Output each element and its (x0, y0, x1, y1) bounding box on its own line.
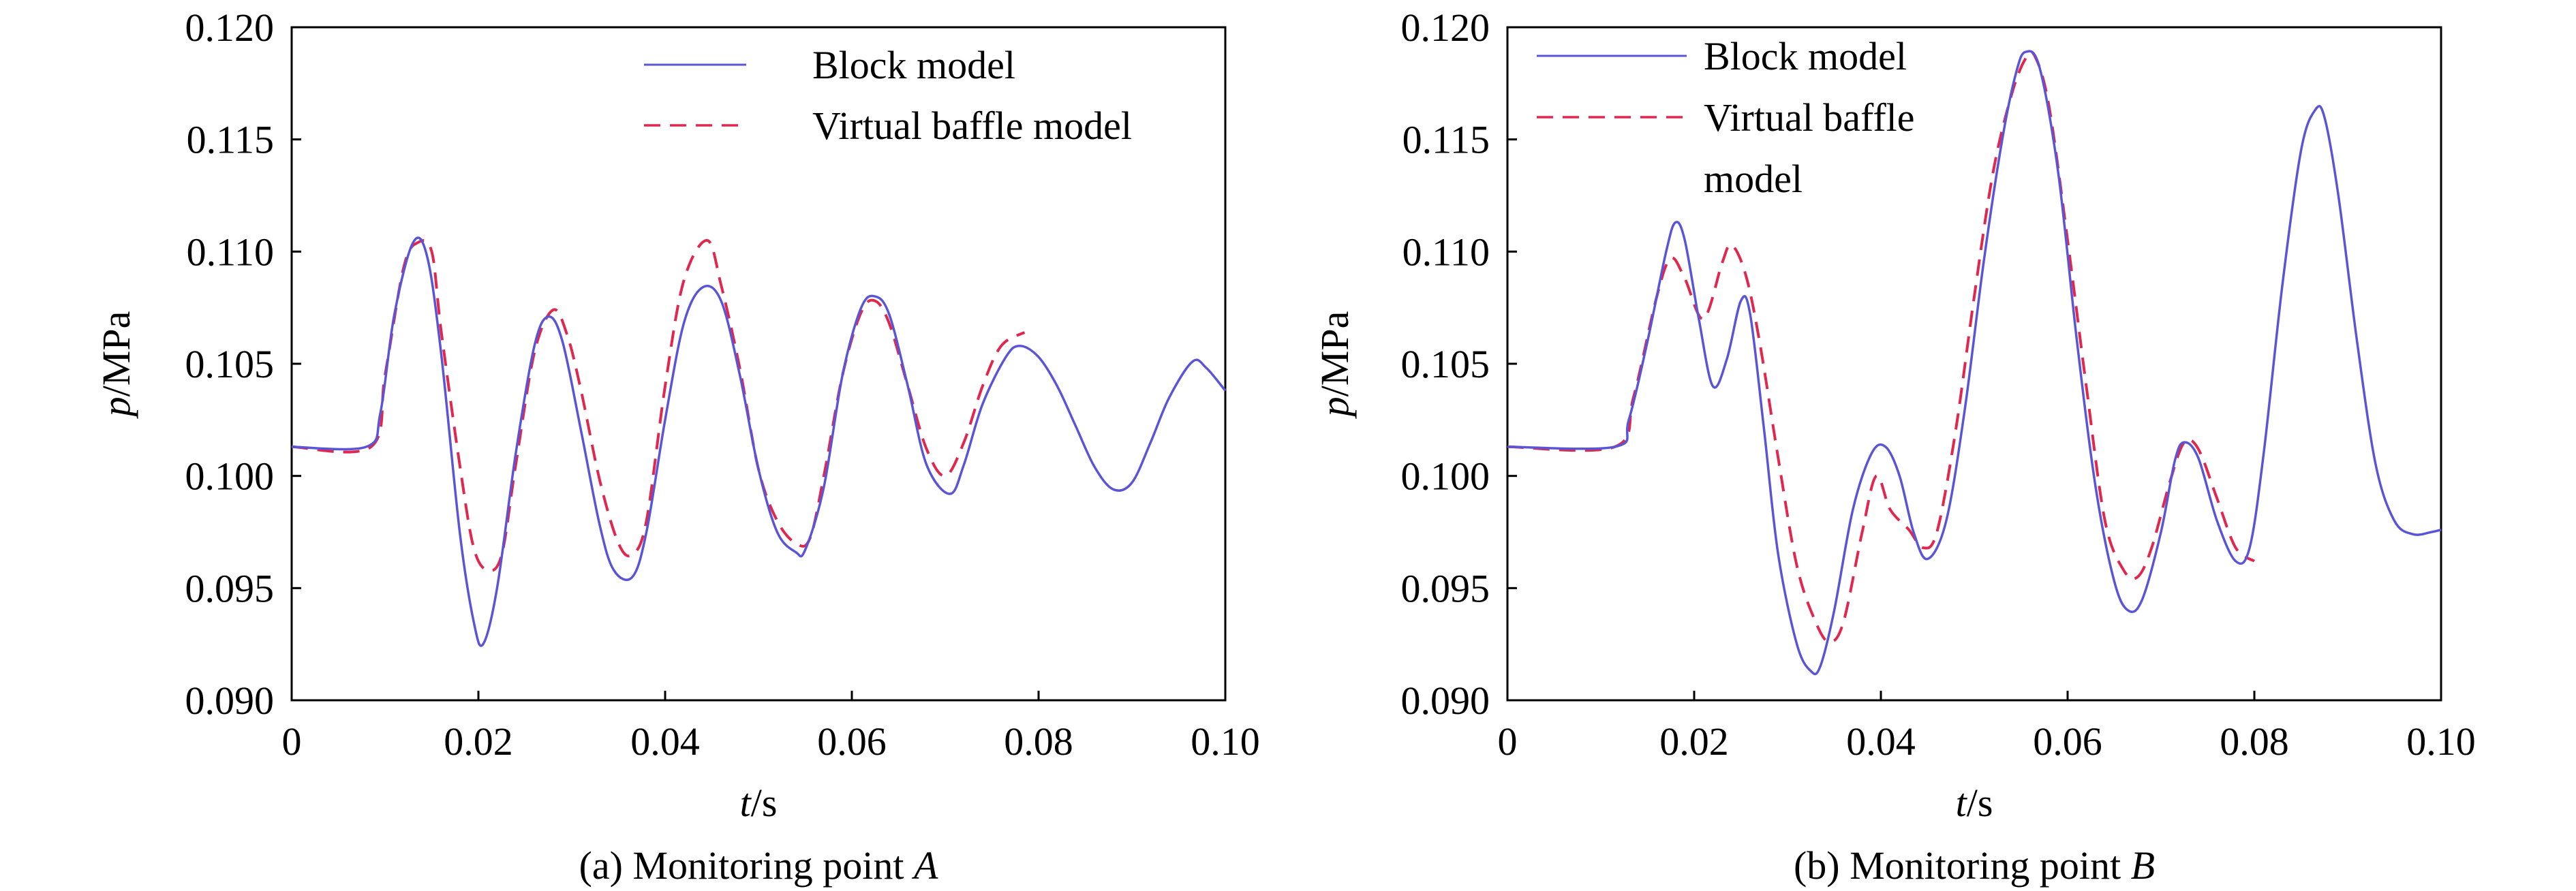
tick-marks (290, 26, 1227, 702)
legend-label-block-model: Block model (1704, 34, 1907, 78)
x-tick-label: 0.10 (2406, 719, 2476, 764)
legend-label-virtual-baffle-model: Virtual baffle model (812, 104, 1132, 148)
x-tick-labels: 0 0.02 0.04 0.06 0.08 0.10 (282, 719, 1260, 764)
plot-frame (1506, 26, 2442, 702)
x-tick-label: 0.04 (1846, 719, 1916, 764)
y-tick-label: 0.115 (187, 118, 274, 162)
x-tick-label: 0.02 (444, 719, 513, 764)
x-tick-label: 0.02 (1659, 719, 1729, 764)
y-tick-labels: 0.090 0.095 0.100 0.105 0.110 0.115 0.120 (185, 5, 275, 723)
x-tick-label: 0.08 (2220, 719, 2289, 764)
y-tick-label: 0.120 (185, 5, 275, 50)
series-layer (1507, 50, 2442, 676)
x-tick-label: 0.08 (1004, 719, 1073, 764)
series-line-virtual-baffle-model (291, 238, 1026, 572)
legend-label-virtual-baffle-model: Virtual baffle (1704, 95, 1914, 140)
y-tick-label: 0.105 (185, 342, 275, 386)
y-tick-label: 0.100 (185, 454, 275, 499)
y-tick-label: 0.110 (187, 230, 274, 274)
legend-label-virtual-baffle-model-line2: model (1704, 157, 1803, 201)
x-axis-title: t/s (740, 781, 778, 825)
x-tick-label: 0.04 (630, 719, 700, 764)
y-axis-title: p/MPa (94, 311, 138, 420)
series-line-block-model (1507, 50, 2442, 676)
tick-marks (1506, 26, 2442, 702)
y-tick-label: 0.115 (1402, 118, 1490, 162)
y-axis-title: p/MPa (1313, 311, 1357, 420)
x-tick-label: 0.10 (1191, 719, 1260, 764)
y-tick-label: 0.105 (1401, 342, 1490, 386)
x-tick-label: 0.06 (2033, 719, 2102, 764)
x-axis-title: t/s (1956, 781, 1993, 825)
y-tick-label: 0.120 (1401, 5, 1490, 50)
x-tick-label: 0 (1498, 719, 1518, 764)
legend: Block model Virtual baffle model (644, 43, 1132, 148)
series-line-virtual-baffle-model (1507, 50, 2256, 644)
x-tick-label: 0 (282, 719, 302, 764)
x-tick-label: 0.06 (817, 719, 887, 764)
y-tick-labels: 0.090 0.095 0.100 0.105 0.110 0.115 0.120 (1401, 5, 1490, 723)
y-tick-label: 0.095 (1401, 566, 1490, 610)
y-tick-label: 0.090 (1401, 678, 1490, 723)
y-tick-label: 0.095 (185, 566, 275, 610)
x-tick-labels: 0 0.02 0.04 0.06 0.08 0.10 (1498, 719, 2476, 764)
y-tick-label: 0.090 (185, 678, 275, 723)
legend: Block model Virtual baffle model (1537, 34, 1914, 201)
y-tick-label: 0.110 (1402, 230, 1490, 274)
series-layer (291, 236, 1227, 647)
caption-a: (a) Monitoring point A (579, 843, 938, 888)
legend-label-block-model: Block model (812, 43, 1015, 87)
y-tick-label: 0.100 (1401, 454, 1490, 499)
series-line-block-model (291, 236, 1227, 647)
caption-b: (b) Monitoring point B (1794, 843, 2155, 888)
